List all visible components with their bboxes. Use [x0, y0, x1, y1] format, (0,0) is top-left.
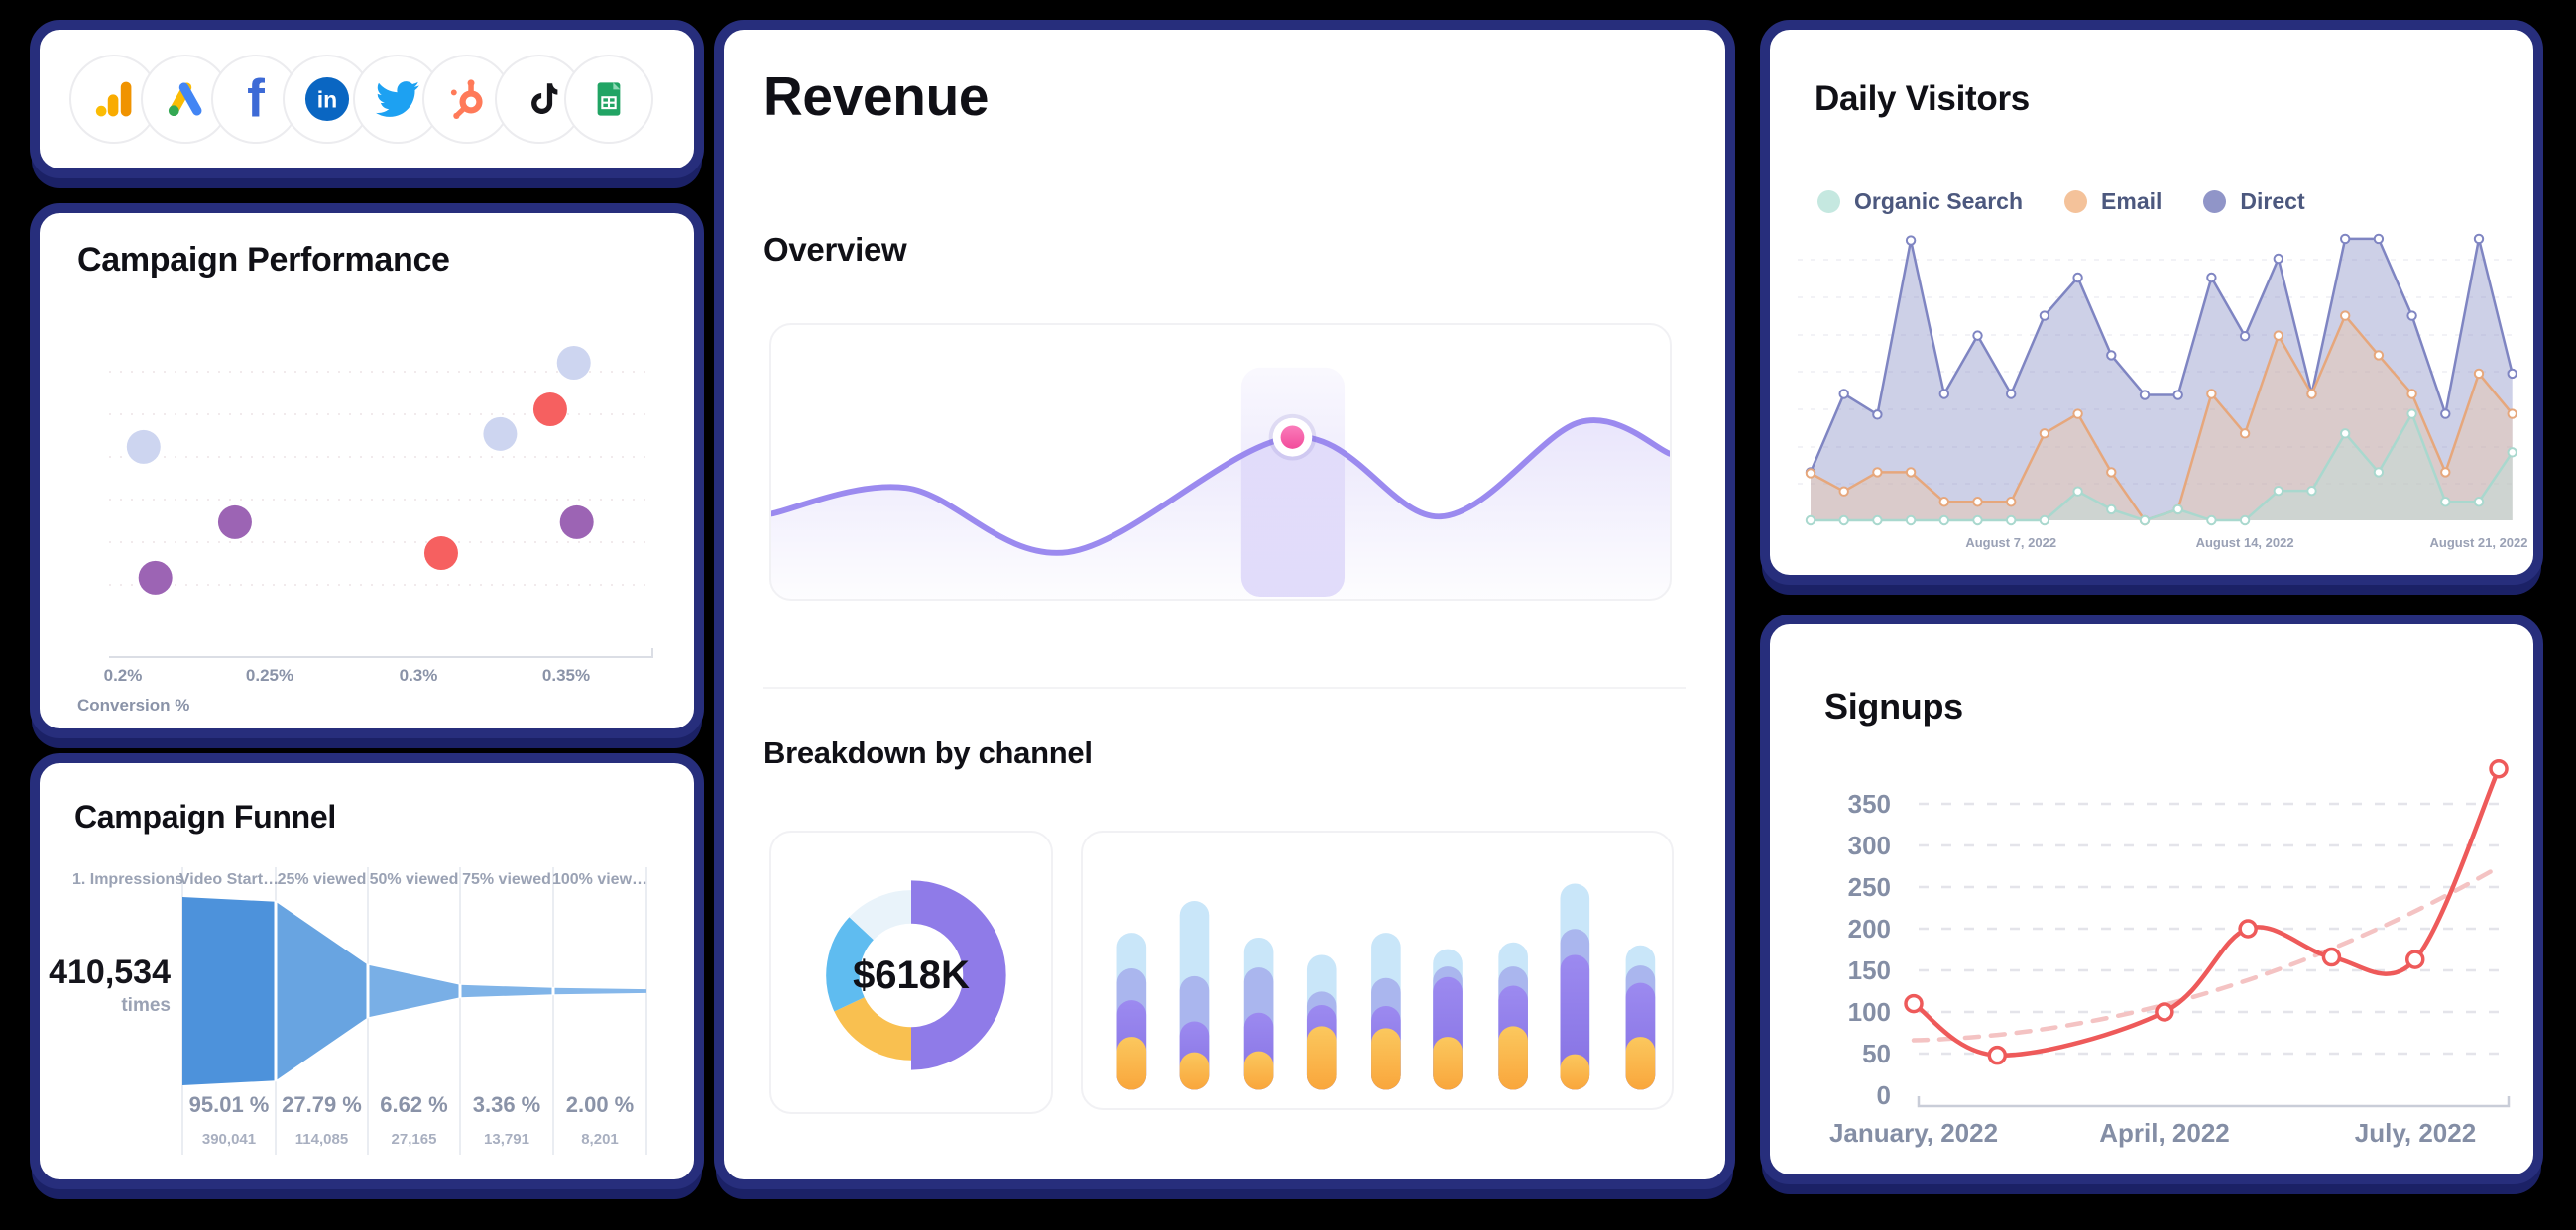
svg-text:0: 0 — [1877, 1080, 1891, 1110]
daily-visitors-chart: August 7, 2022 August 14, 2022 August 21, … — [1770, 228, 2533, 575]
legend-label: Organic Search — [1854, 188, 2024, 214]
svg-text:August 21, 2022: August 21, 2022 — [2430, 535, 2528, 550]
signups-card: Signups 0 50 100 150 200 250 300 350 January, 20… — [1760, 615, 2543, 1184]
campaign-funnel-card: Campaign Funnel 1. Impressions Video Star… — [30, 753, 704, 1189]
svg-text:50: 50 — [1862, 1039, 1891, 1068]
svg-text:August 14, 2022: August 14, 2022 — [2196, 535, 2294, 550]
google-sheets-icon[interactable] — [564, 55, 653, 144]
linkedin-icon[interactable]: in — [283, 55, 372, 144]
svg-text:200: 200 — [1848, 914, 1891, 944]
facebook-icon[interactable]: f — [211, 55, 300, 144]
direct-swatch-icon — [2203, 190, 2227, 213]
legend-label: Email — [2101, 188, 2163, 214]
revenue-overview-panel — [769, 323, 1672, 601]
svg-text:50% viewed: 50% viewed — [370, 871, 459, 888]
svg-text:6.62 %: 6.62 % — [380, 1092, 448, 1117]
svg-text:350: 350 — [1848, 789, 1891, 819]
legend-label: Direct — [2240, 188, 2305, 214]
email-swatch-icon — [2064, 190, 2088, 213]
svg-text:Video Start…: Video Start… — [179, 871, 279, 888]
campaign-funnel-title: Campaign Funnel — [74, 799, 336, 835]
svg-text:August 7, 2022: August 7, 2022 — [1965, 535, 2056, 550]
svg-text:in: in — [317, 87, 337, 113]
revenue-breakdown-label: Breakdown by channel — [763, 735, 1093, 770]
svg-text:27,165: 27,165 — [392, 1131, 437, 1148]
revenue-title: Revenue — [763, 65, 990, 127]
svg-text:75% viewed: 75% viewed — [462, 871, 551, 888]
organic-search-swatch-icon — [1817, 190, 1840, 213]
svg-text:Conversion %: Conversion % — [77, 696, 189, 715]
svg-text:100% view…: 100% view… — [552, 871, 647, 888]
svg-text:27.79 %: 27.79 % — [282, 1092, 362, 1117]
daily-visitors-legend: Organic Search Email Direct — [1817, 188, 2305, 215]
campaign-performance-title: Campaign Performance — [77, 241, 450, 279]
daily-visitors-title: Daily Visitors — [1815, 79, 2030, 118]
revenue-card: Revenue Overview Breakdown by channel $6… — [714, 20, 1735, 1189]
svg-text:2.00 %: 2.00 % — [566, 1092, 635, 1117]
integrations-card: f in — [30, 20, 704, 178]
svg-text:390,041: 390,041 — [202, 1131, 256, 1148]
svg-text:f: f — [247, 76, 265, 122]
svg-text:April, 2022: April, 2022 — [2099, 1118, 2230, 1148]
svg-text:300: 300 — [1848, 831, 1891, 860]
legend-item-email[interactable]: Email — [2064, 188, 2162, 215]
svg-text:250: 250 — [1848, 872, 1891, 902]
signups-title: Signups — [1824, 686, 1963, 727]
svg-text:0.35%: 0.35% — [542, 666, 590, 685]
revenue-overview-chart — [771, 325, 1670, 599]
revenue-donut-total: $618K — [853, 953, 970, 997]
daily-visitors-card: Daily Visitors Organic Search Email Dire… — [1760, 20, 2543, 585]
svg-text:114,085: 114,085 — [295, 1131, 348, 1148]
svg-text:0.2%: 0.2% — [104, 666, 143, 685]
svg-text:150: 150 — [1848, 955, 1891, 985]
revenue-donut-chart — [771, 833, 1051, 1112]
svg-text:July, 2022: July, 2022 — [2355, 1118, 2476, 1148]
svg-text:1. Impressions: 1. Impressions — [72, 871, 183, 888]
campaign-funnel-chart: 1. Impressions Video Start… 95.01 % 390,041… — [40, 763, 694, 1179]
campaign-performance-card: Campaign Performance 0.2% 0.25% 0.3% 0.35% C… — [30, 203, 704, 738]
revenue-donut-panel: $618K — [769, 831, 1053, 1114]
svg-text:13,791: 13,791 — [484, 1131, 529, 1148]
svg-text:25% viewed: 25% viewed — [278, 871, 367, 888]
revenue-bars-chart — [1083, 833, 1672, 1108]
svg-text:January, 2022: January, 2022 — [1829, 1118, 1998, 1148]
revenue-divider — [763, 687, 1686, 689]
legend-item-direct[interactable]: Direct — [2203, 188, 2305, 215]
svg-text:0.3%: 0.3% — [400, 666, 438, 685]
campaign-performance-chart: 0.2% 0.25% 0.3% 0.35% Conversion % — [40, 213, 694, 728]
svg-text:times: times — [121, 995, 171, 1016]
svg-text:0.25%: 0.25% — [246, 666, 293, 685]
signups-chart: 0 50 100 150 200 250 300 350 January, 2022 April,… — [1770, 743, 2533, 1174]
revenue-overview-label: Overview — [763, 231, 907, 268]
svg-text:100: 100 — [1848, 997, 1891, 1027]
legend-item-organic-search[interactable]: Organic Search — [1817, 188, 2023, 215]
svg-text:410,534: 410,534 — [49, 953, 171, 991]
svg-text:8,201: 8,201 — [581, 1131, 619, 1148]
revenue-bars-panel — [1081, 831, 1674, 1110]
svg-text:3.36 %: 3.36 % — [473, 1092, 541, 1117]
svg-text:95.01 %: 95.01 % — [189, 1092, 270, 1117]
